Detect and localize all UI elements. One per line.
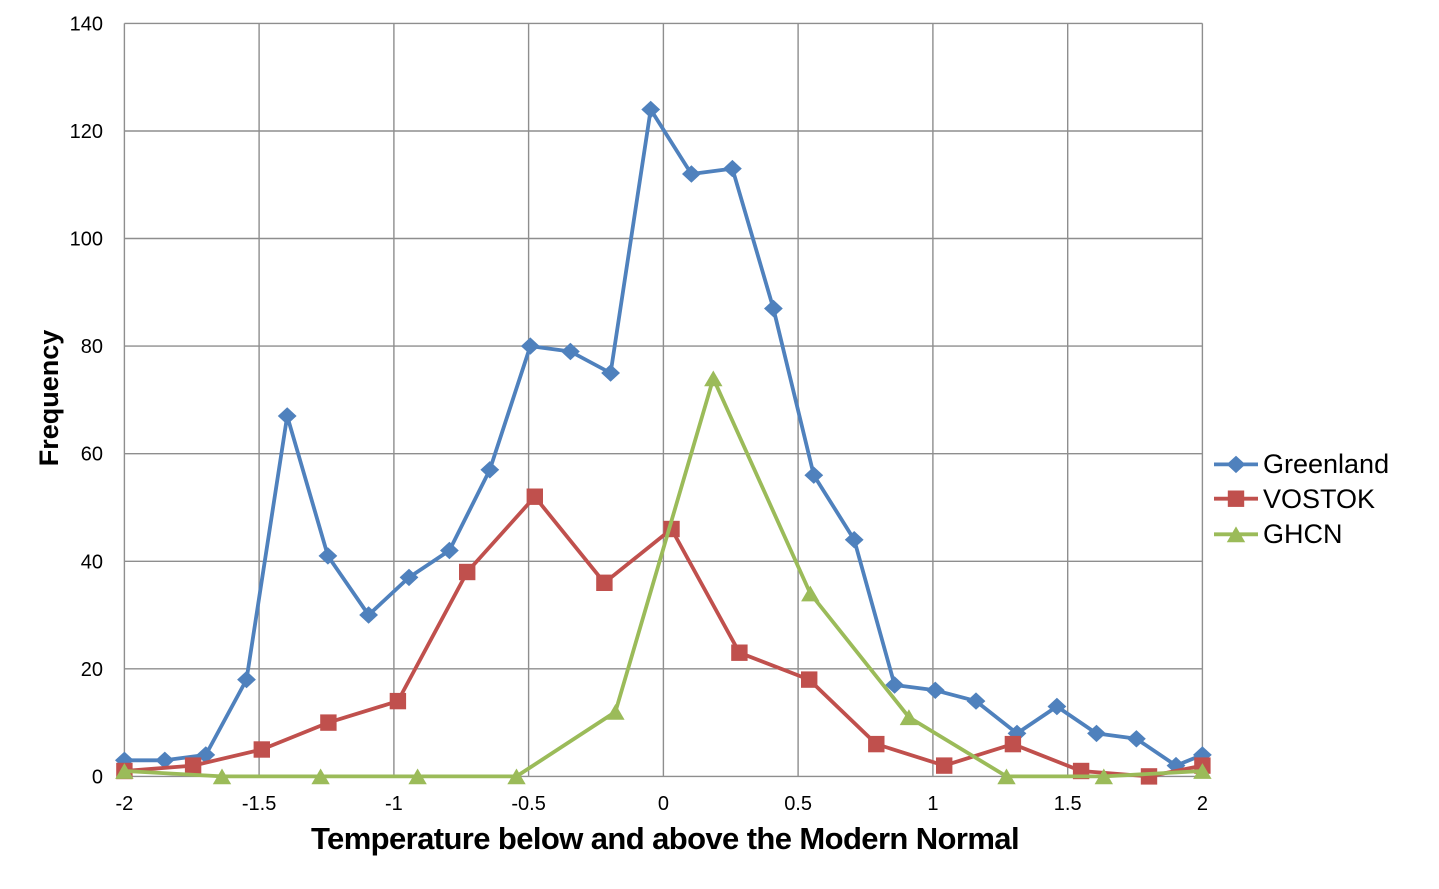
svg-text:20: 20 <box>81 659 103 681</box>
svg-text:0: 0 <box>92 766 103 788</box>
svg-text:-0.5: -0.5 <box>511 793 545 815</box>
svg-text:80: 80 <box>81 336 103 358</box>
svg-text:GHCN: GHCN <box>1263 519 1343 549</box>
svg-text:VOSTOK: VOSTOK <box>1263 484 1375 514</box>
svg-text:0.5: 0.5 <box>784 793 812 815</box>
svg-text:Frequency: Frequency <box>34 330 64 467</box>
svg-text:-1: -1 <box>385 793 403 815</box>
svg-text:140: 140 <box>70 13 103 35</box>
svg-text:Greenland: Greenland <box>1263 449 1389 479</box>
svg-text:120: 120 <box>70 121 103 143</box>
svg-text:Temperature below and above th: Temperature below and above the Modern N… <box>311 821 1019 856</box>
svg-text:2: 2 <box>1197 793 1208 815</box>
svg-text:0: 0 <box>658 793 669 815</box>
svg-text:40: 40 <box>81 551 103 573</box>
svg-text:1: 1 <box>927 793 938 815</box>
svg-text:100: 100 <box>70 229 103 251</box>
svg-text:-2: -2 <box>116 793 134 815</box>
svg-text:60: 60 <box>81 444 103 466</box>
svg-text:1.5: 1.5 <box>1054 793 1082 815</box>
svg-text:-1.5: -1.5 <box>242 793 276 815</box>
